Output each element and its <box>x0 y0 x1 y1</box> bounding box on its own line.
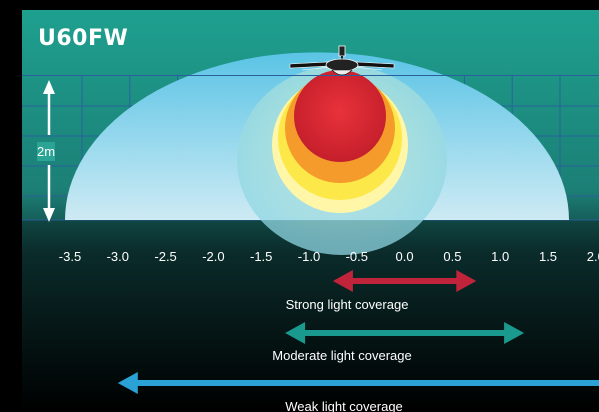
x-tick-label: -0.5 <box>345 249 368 264</box>
x-tick-label: 0.5 <box>443 249 462 264</box>
x-tick-label: -3.5 <box>58 249 82 264</box>
moderate-coverage-arrow <box>285 322 525 344</box>
x-tick-label: 2.0 <box>586 249 599 264</box>
height-label: 2m <box>37 142 56 161</box>
coverage-arrows <box>117 270 599 394</box>
diagram-panel: U60FW 2m -3.5 -3.0 -2.5 -2.0 -1.5 -1.0 -0.5 0.0… <box>22 10 599 412</box>
moderate-coverage-label: Moderate light coverage <box>272 348 412 363</box>
weak-coverage-arrow <box>117 372 599 394</box>
ceiling-line <box>22 75 599 76</box>
ceiling-fan-icon <box>289 45 395 76</box>
strong-coverage-arrow <box>332 270 477 292</box>
x-tick-label: 1.5 <box>538 249 558 264</box>
x-tick-label: -1.5 <box>249 249 273 264</box>
diagram-svg <box>22 10 599 412</box>
x-tick-label: -2.0 <box>202 249 225 264</box>
strong-coverage-center <box>294 70 386 162</box>
strong-coverage-label: Strong light coverage <box>285 297 409 312</box>
x-tick-label: 0.0 <box>395 249 414 264</box>
double-arrow-icon <box>43 80 55 222</box>
x-tick-label: 1.0 <box>491 249 510 264</box>
product-title: U60FW <box>38 26 129 51</box>
x-tick-label: -3.0 <box>106 249 129 264</box>
weak-coverage-label: Weak light coverage <box>285 399 403 412</box>
x-tick-label: -1.0 <box>297 249 321 264</box>
x-tick-label: -2.5 <box>154 249 177 264</box>
